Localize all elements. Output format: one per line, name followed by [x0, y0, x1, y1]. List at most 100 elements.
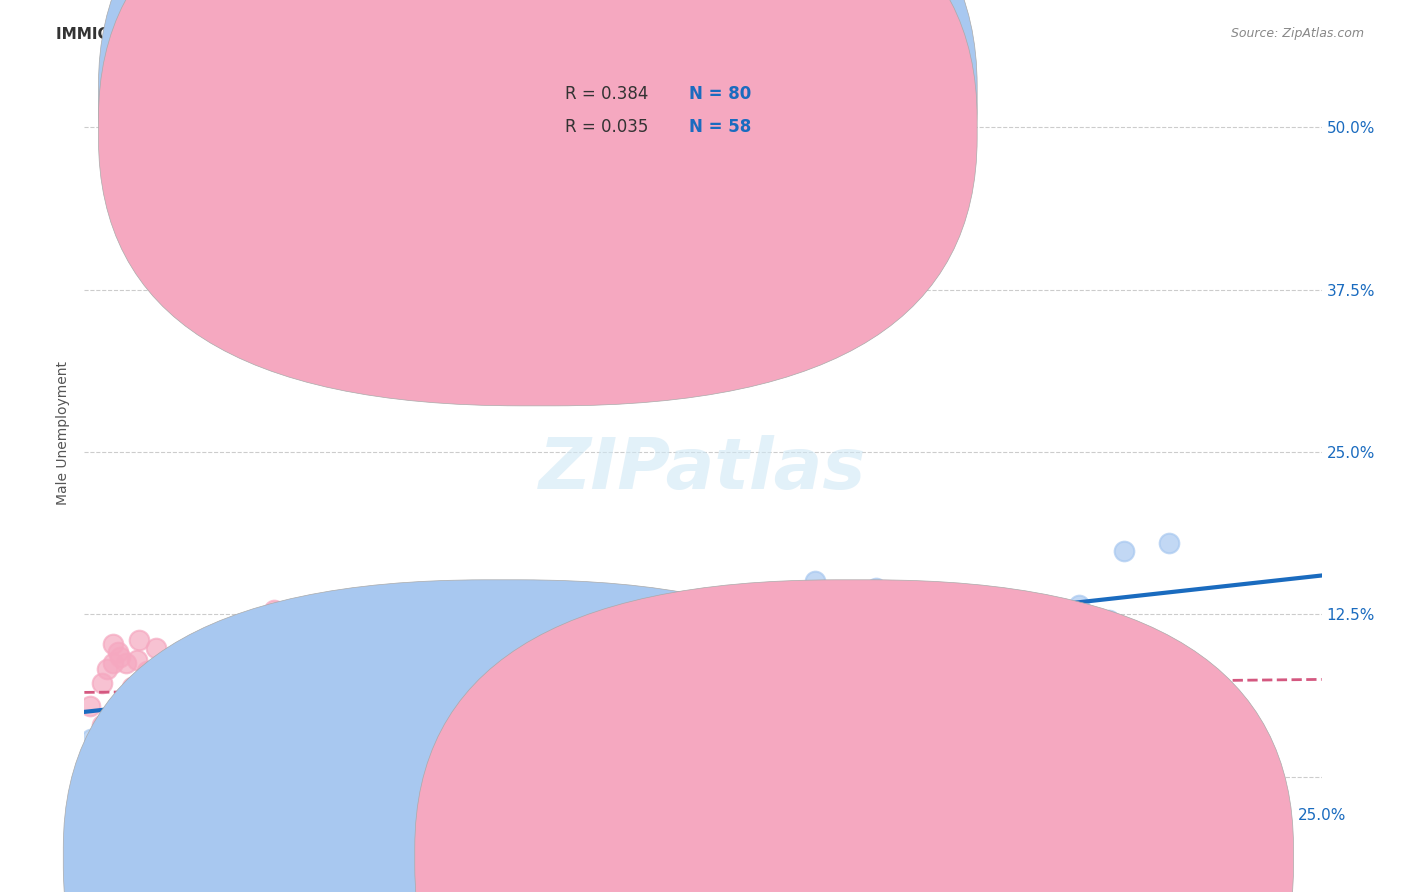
Point — [373, 731, 395, 745]
Point — [79, 699, 101, 714]
Point — [125, 726, 148, 740]
Point — [305, 727, 328, 741]
Point — [231, 717, 253, 731]
Point — [841, 615, 863, 629]
Point — [1038, 634, 1060, 648]
Point — [121, 734, 143, 748]
Point — [285, 700, 308, 714]
Point — [145, 664, 167, 678]
Y-axis label: Male Unemployment: Male Unemployment — [56, 360, 70, 505]
Point — [101, 657, 124, 671]
Point — [112, 730, 135, 744]
Point — [312, 680, 335, 694]
Point — [402, 698, 425, 712]
Point — [543, 681, 565, 695]
Point — [682, 665, 704, 679]
Point — [218, 682, 240, 697]
Point — [326, 687, 349, 701]
Point — [190, 656, 212, 670]
Point — [80, 732, 103, 747]
Point — [548, 658, 571, 673]
Point — [174, 690, 197, 705]
Point — [89, 745, 111, 759]
Point — [121, 681, 143, 695]
Point — [841, 611, 863, 625]
Point — [107, 737, 129, 751]
Point — [1094, 642, 1116, 657]
Point — [142, 689, 165, 703]
Point — [93, 764, 115, 779]
Point — [773, 641, 796, 656]
Point — [301, 673, 323, 688]
Point — [748, 605, 770, 619]
Point — [353, 663, 375, 677]
Point — [249, 664, 271, 678]
Point — [1098, 613, 1121, 627]
Point — [281, 672, 304, 686]
Point — [179, 739, 201, 754]
Point — [1157, 536, 1180, 550]
Point — [117, 690, 139, 704]
Point — [785, 638, 807, 652]
Point — [236, 723, 259, 737]
Point — [96, 745, 118, 759]
Point — [174, 714, 197, 729]
Point — [884, 642, 907, 657]
Point — [127, 739, 149, 754]
Point — [170, 714, 193, 729]
Point — [115, 656, 138, 670]
Point — [254, 656, 277, 670]
Point — [318, 655, 340, 669]
Point — [264, 698, 287, 712]
Point — [246, 727, 269, 741]
Point — [344, 683, 367, 698]
Point — [311, 713, 333, 727]
Text: Immigrants from Eritrea: Immigrants from Eritrea — [886, 849, 1070, 863]
Point — [382, 682, 405, 697]
Point — [1004, 638, 1026, 652]
Point — [626, 684, 648, 698]
Point — [657, 716, 679, 731]
Point — [1060, 651, 1083, 665]
Point — [186, 699, 208, 714]
Text: Source: ZipAtlas.com: Source: ZipAtlas.com — [1230, 27, 1364, 40]
Point — [252, 724, 274, 739]
Point — [1112, 544, 1135, 558]
Point — [202, 741, 225, 756]
Point — [865, 582, 887, 596]
Point — [145, 641, 167, 656]
Point — [343, 737, 366, 751]
Point — [233, 731, 256, 746]
Point — [792, 628, 814, 642]
Point — [136, 711, 159, 725]
Point — [145, 717, 167, 731]
Point — [361, 745, 384, 759]
Point — [803, 574, 825, 588]
Text: Immigrants from Iran: Immigrants from Iran — [534, 849, 697, 863]
Point — [574, 666, 596, 681]
Point — [522, 718, 544, 732]
Point — [145, 703, 167, 717]
Point — [454, 679, 477, 693]
Point — [91, 676, 114, 690]
Point — [561, 642, 583, 657]
Point — [352, 698, 374, 713]
Point — [219, 723, 242, 738]
Point — [209, 700, 232, 714]
Text: R = 0.035: R = 0.035 — [565, 118, 648, 136]
Point — [1083, 632, 1105, 647]
Point — [914, 198, 936, 212]
Point — [433, 683, 456, 698]
Point — [361, 681, 384, 696]
Point — [107, 645, 129, 659]
Point — [727, 640, 749, 654]
Point — [103, 637, 125, 651]
Point — [146, 742, 169, 756]
Point — [284, 673, 307, 688]
Point — [132, 713, 155, 727]
Point — [127, 730, 149, 744]
Point — [141, 665, 163, 679]
Point — [90, 718, 112, 732]
Point — [498, 595, 520, 609]
Point — [105, 743, 128, 757]
